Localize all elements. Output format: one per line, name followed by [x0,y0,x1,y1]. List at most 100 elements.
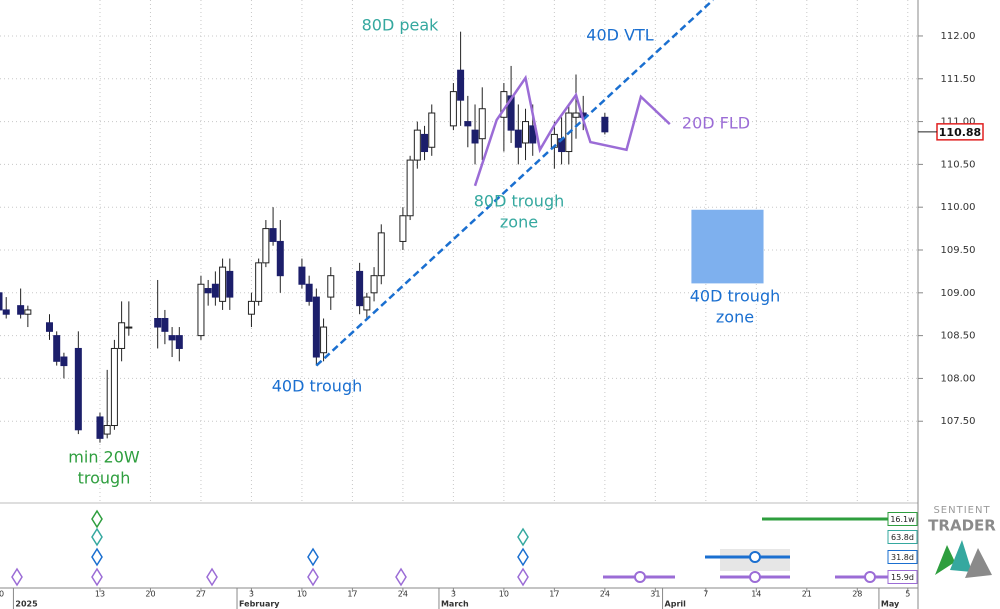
grid [0,0,918,503]
logo-shape [935,545,955,575]
month-label: March [441,600,469,609]
candle-body [154,317,162,328]
y-tick-label: 108.50 [941,331,976,342]
annotation: trough [78,469,131,488]
y-tick-label: 111.00 [941,117,976,128]
cycle-diamond [11,567,23,587]
candle-body [320,326,328,354]
candle-body [262,228,270,264]
candle-body [45,322,53,332]
candle-body [96,416,104,439]
annotation: 40D trough [690,287,781,306]
candle-body [312,296,320,358]
annotation: zone [500,213,538,232]
candle-body [507,95,515,131]
annotation: 20D FLD [682,114,750,133]
x-tick-label: 14 [751,590,761,599]
cycle-diamond [91,509,103,529]
candle-body [276,240,284,277]
annotation: 40D trough [272,377,363,396]
candle-body [522,121,530,144]
x-tick-label: 30 [0,590,4,599]
x-tick-label: 24 [398,590,408,599]
candle-body [471,129,479,144]
candle-body [572,112,580,118]
x-tick-label: 13 [95,590,105,599]
candle-body [363,296,371,311]
x-tick-label: 31 [650,590,660,599]
candle-body [514,129,522,148]
fld-line [473,74,671,187]
candle-body [175,335,183,349]
cycle-diamond [91,567,103,587]
cycle-diamond [517,527,529,547]
month-label: May [881,600,900,609]
candle-body [2,309,10,315]
month-label: 2025 [15,600,38,609]
x-tick-label: 24 [600,590,610,599]
candle-body [406,159,414,217]
candle-body [370,275,378,294]
candle-body [356,270,364,307]
cycle-label-box [887,530,918,544]
y-tick-label: 107.50 [941,416,976,427]
candle-body [255,262,263,302]
candle-body [74,347,82,431]
y-tick-label: 112.00 [941,31,976,42]
x-tick-label: 28 [852,590,862,599]
annotation: 40D VTL [586,26,653,45]
logo-shape [950,540,972,572]
last-price-label: 110.88 [939,126,981,139]
annotation: 80D trough [474,192,565,211]
candle-body [247,300,255,315]
x-tick-label: 20 [145,590,155,599]
plot-area [0,0,764,443]
cycle-panel: 16.1w 63.8d 31.8d 15.9d [11,509,918,587]
candle-body [118,322,126,349]
y-tick-label: 108.00 [941,373,976,384]
candle-body [219,266,227,302]
candle-body [269,228,277,242]
cycle-label: 15.9d [891,573,914,582]
annotation: zone [716,308,754,327]
cycle-diamond [517,547,529,567]
candle-body [449,91,457,127]
x-tick-label: 27 [196,590,206,599]
candle-body [0,292,3,311]
candle-body [53,335,61,362]
cycle-label: 16.1w [890,515,915,524]
y-tick-label: 109.50 [941,245,976,256]
x-tick-label: 5 [905,590,910,599]
candle-body [327,275,335,298]
candle-body [305,283,313,302]
cycle-diamond [517,567,529,587]
cycle-label-box [887,512,918,526]
x-tick-label: 7 [703,590,708,599]
brand-name: SENTIENT [933,505,990,516]
candle-body [298,266,306,285]
y-tick-label: 110.50 [941,159,976,170]
candle-body [457,69,465,101]
cycle-diamond [91,527,103,547]
month-label: February [239,600,280,609]
x-tick-label: 3 [451,590,456,599]
candle-body [478,108,486,140]
candle-body [24,309,32,315]
cycle-diamond [307,567,319,587]
cycle-diamond [395,567,407,587]
candle-body [211,283,219,298]
candle-body [421,133,429,153]
x-tick-label: 3 [249,590,254,599]
y-tick-label: 110.00 [941,202,976,213]
cycle-label: 31.8d [891,553,914,562]
candle-body [204,288,212,294]
candle-body [60,356,68,367]
cycle-label-box [887,550,918,564]
trough-zone [691,209,764,284]
x-tick-label: 21 [802,590,812,599]
candle-body [399,215,407,242]
cycle-diamond [206,567,218,587]
